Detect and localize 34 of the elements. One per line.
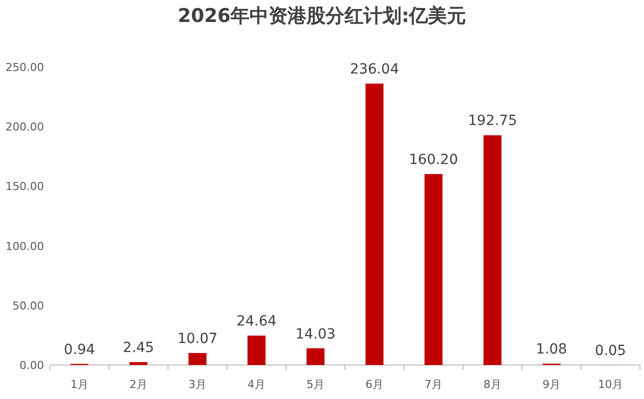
x-tick-label: 1月 [70, 378, 88, 391]
x-tick-label: 2月 [130, 378, 148, 391]
bar [248, 336, 266, 365]
data-label: 192.75 [468, 113, 517, 130]
x-tick-label: 5月 [306, 378, 324, 391]
data-label: 2.45 [122, 340, 154, 356]
y-tick-label: 0.00 [20, 359, 44, 372]
y-tick-label: 50.00 [12, 299, 44, 312]
data-label: 14.03 [295, 326, 336, 342]
bar [424, 174, 442, 365]
data-label: 236.04 [350, 62, 400, 78]
chart-title: 2026年中资港股分红计划:亿美元 [178, 5, 466, 27]
x-tick-label: 4月 [248, 378, 266, 391]
y-tick-label: 250.00 [6, 61, 44, 74]
y-tick-label: 150.00 [6, 180, 44, 194]
data-label: 0.94 [64, 342, 96, 358]
x-tick-label: 9月 [542, 378, 560, 391]
bar [188, 352, 206, 365]
data-label: 1.08 [536, 342, 568, 358]
bar [306, 348, 324, 365]
bar [484, 135, 502, 365]
x-tick-label: 6月 [366, 378, 384, 391]
data-label: 24.64 [236, 314, 277, 330]
x-tick-label: 10月 [598, 378, 623, 391]
x-tick-label: 3月 [188, 378, 206, 391]
data-label: 10.07 [177, 330, 218, 347]
y-tick-label: 200.00 [6, 120, 44, 134]
bar [130, 362, 148, 365]
x-tick-label: 7月 [424, 378, 442, 391]
x-tick-label: 8月 [484, 378, 502, 391]
y-tick-label: 100.00 [6, 240, 44, 253]
bar [366, 84, 384, 365]
data-label: 160.20 [409, 152, 458, 168]
data-label: 0.05 [594, 342, 626, 359]
